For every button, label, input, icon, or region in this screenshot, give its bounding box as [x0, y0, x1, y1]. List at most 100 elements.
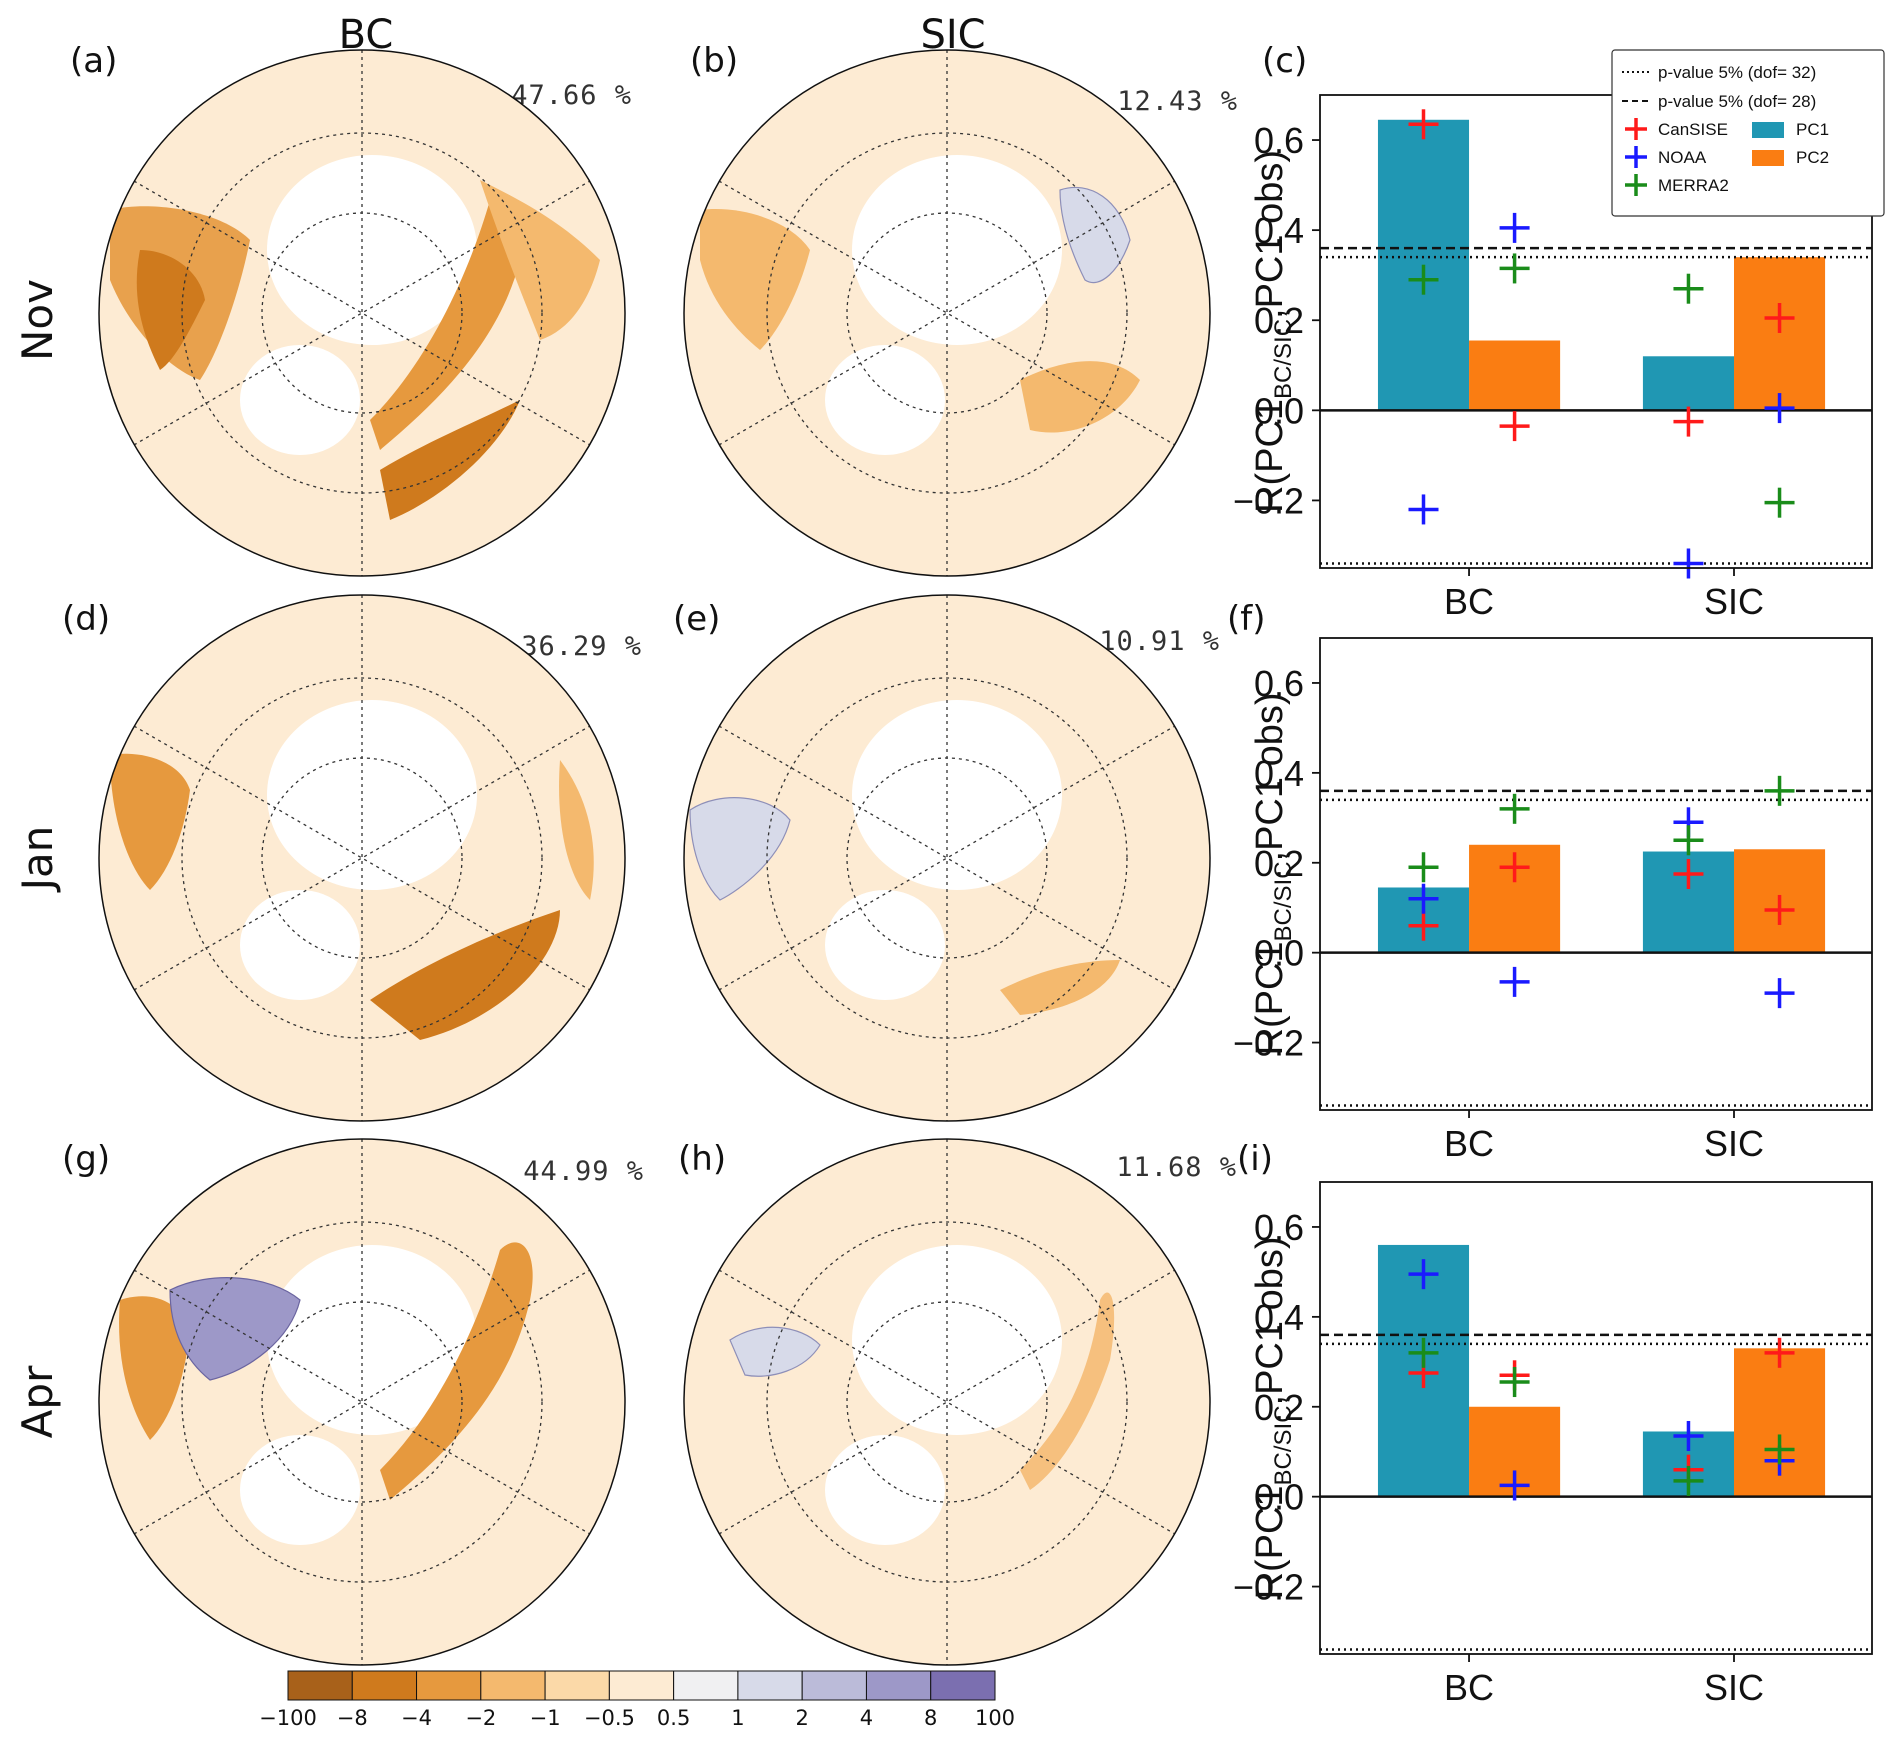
map-region-europe — [380, 400, 520, 520]
marker-merra2-pc2-sic — [1764, 1434, 1795, 1465]
map-panel-g — [98, 1138, 626, 1666]
y-tick-label: 0.0 — [1254, 390, 1304, 431]
colorbar-tick-label: −8 — [337, 1706, 368, 1730]
row-label-jan: Jan — [13, 826, 62, 894]
colorbar-segment — [673, 1670, 739, 1701]
map-panel-e — [683, 594, 1211, 1122]
colorbar-segment — [351, 1670, 418, 1701]
map-atlantic — [240, 345, 360, 455]
colorbar-segment — [737, 1670, 803, 1701]
colorbar-tick-label: 4 — [860, 1706, 873, 1730]
y-tick-label: 0.2 — [1254, 843, 1304, 884]
colorbar-segment — [416, 1670, 482, 1701]
map-boundary — [98, 49, 626, 577]
x-tick-label: BC — [1444, 1667, 1494, 1708]
legend-label-merra2: MERRA2 — [1658, 176, 1729, 195]
map-arctic-ocean — [852, 700, 1062, 890]
bar-chart-apr: −0.2 0.0 0.2 0.4 0.6 BC SIC R(PC1BC/SIC,PC1 obs… — [1233, 1181, 1873, 1708]
marker-cansise-pc2-bc — [1499, 852, 1530, 883]
panel-letter-d: (d) — [62, 599, 110, 639]
colorbar-tick-label: 2 — [795, 1706, 808, 1730]
colorbar-segment — [544, 1670, 610, 1701]
marker-noaa-pc2-bc — [1499, 1470, 1530, 1501]
variance-label-b: 12.43 % — [1117, 86, 1238, 117]
map-region-europe — [370, 910, 560, 1040]
y-tick-label: 0.2 — [1254, 300, 1304, 341]
row-label-apr: Apr — [13, 1365, 62, 1438]
marker-cansise-pc2-bc — [1499, 411, 1530, 442]
y-tick-label: 0.4 — [1254, 753, 1304, 794]
map-region-canada-positive — [169, 1277, 301, 1381]
row-label-nov: Nov — [13, 279, 62, 361]
marker-merra2-pc1-sic — [1673, 1465, 1704, 1496]
marker-merra2-pc2-bc — [1499, 793, 1530, 824]
y-tick-label: 0.0 — [1254, 933, 1304, 974]
marker-noaa-pc2-sic — [1764, 978, 1795, 1009]
map-arctic-ocean — [852, 155, 1062, 345]
colorbar-tick-label: 8 — [924, 1706, 937, 1730]
panel-letter-h: (h) — [678, 1139, 726, 1179]
map-atlantic — [825, 1435, 945, 1545]
axes-frame — [1319, 637, 1873, 1111]
map-boundary — [98, 1138, 626, 1666]
map-region-europe — [1000, 960, 1120, 1015]
marker-merra2-pc2-bc — [1499, 253, 1530, 284]
y-tick-label: 0.6 — [1254, 1207, 1304, 1248]
panel-letter-b: (b) — [690, 41, 738, 81]
marker-noaa-pc1-sic — [1673, 1420, 1704, 1451]
legend-label-pc1: PC1 — [1796, 120, 1829, 139]
legend-swatch-pc1 — [1752, 122, 1784, 138]
x-tick-label: BC — [1444, 581, 1494, 622]
x-tick-label: SIC — [1704, 1667, 1764, 1708]
variance-label-d: 36.29 % — [521, 631, 642, 662]
colorbar-tick-label: 100 — [975, 1706, 1015, 1730]
panel-letter-e: (e) — [673, 599, 720, 639]
map-boundary — [683, 594, 1211, 1122]
colorbar-tick-label: −4 — [401, 1706, 432, 1730]
legend-swatch-pc2 — [1752, 150, 1784, 166]
y-axis-label: R(PC1BC/SIC,PC1 obs) — [1249, 692, 1297, 1055]
marker-cansise-pc2-sic — [1764, 302, 1795, 333]
legend-label-noaa: NOAA — [1658, 148, 1707, 167]
axes-frame — [1319, 94, 1873, 569]
map-region-north-america — [110, 753, 190, 890]
legend-label-cansise: CanSISE — [1658, 120, 1728, 139]
map-region-siberia-positive — [1059, 186, 1131, 284]
y-tick-label: −0.2 — [1233, 480, 1304, 521]
colorbar-segment — [865, 1670, 932, 1701]
map-arctic-ocean — [267, 155, 477, 345]
map-atlantic — [240, 890, 360, 1000]
marker-noaa-pc2-sic — [1764, 393, 1795, 424]
colorbar-segment — [930, 1670, 996, 1701]
marker-merra2-pc1-bc — [1408, 1337, 1439, 1368]
x-tick-label: BC — [1444, 1123, 1494, 1164]
y-tick-label: 0.0 — [1254, 1477, 1304, 1518]
marker-cansise-pc1-bc — [1408, 109, 1439, 140]
map-region-siberia — [480, 180, 600, 340]
marker-merra2-pc1-bc — [1408, 852, 1439, 883]
map-region-north-america-core — [136, 250, 205, 370]
marker-noaa-pc1-bc — [1408, 494, 1439, 525]
map-region-north-america — [119, 1296, 190, 1440]
marker-cansise-pc2-sic — [1764, 1337, 1795, 1368]
marker-cansise-pc2-sic — [1764, 894, 1795, 925]
variance-label-e: 10.91 % — [1099, 626, 1220, 657]
map-arctic-ocean — [267, 700, 477, 890]
bar-pc2-sic — [1734, 257, 1826, 411]
variance-label-g: 44.99 % — [523, 1156, 644, 1187]
panel-letter-i: (i) — [1237, 1139, 1273, 1179]
marker-noaa-pc1-bc — [1408, 1259, 1439, 1290]
y-tick-label: 0.2 — [1254, 1387, 1304, 1428]
legend-label-dof28: p-value 5% (dof= 28) — [1658, 92, 1816, 111]
panel-letter-g: (g) — [62, 1139, 110, 1179]
map-boundary — [683, 1138, 1211, 1666]
colorbar: −100 −8 −4 −2 −1 −0.5 0.5 1 2 4 8 100 — [259, 1670, 1015, 1730]
marker-merra2-pc2-bc — [1499, 1367, 1530, 1398]
colorbar-tick-label: −0.5 — [584, 1706, 635, 1730]
marker-merra2-pc1-sic — [1673, 273, 1704, 304]
panel-letter-c: (c) — [1262, 41, 1307, 81]
variance-label-h: 11.68 % — [1116, 1152, 1237, 1183]
colorbar-segment — [801, 1670, 867, 1701]
y-tick-label: 0.6 — [1254, 120, 1304, 161]
bar-chart-nov: −0.2 0.0 0.2 0.4 0.6 BC SIC R(PC1BC/SIC,PC1 obs… — [1233, 94, 1873, 622]
